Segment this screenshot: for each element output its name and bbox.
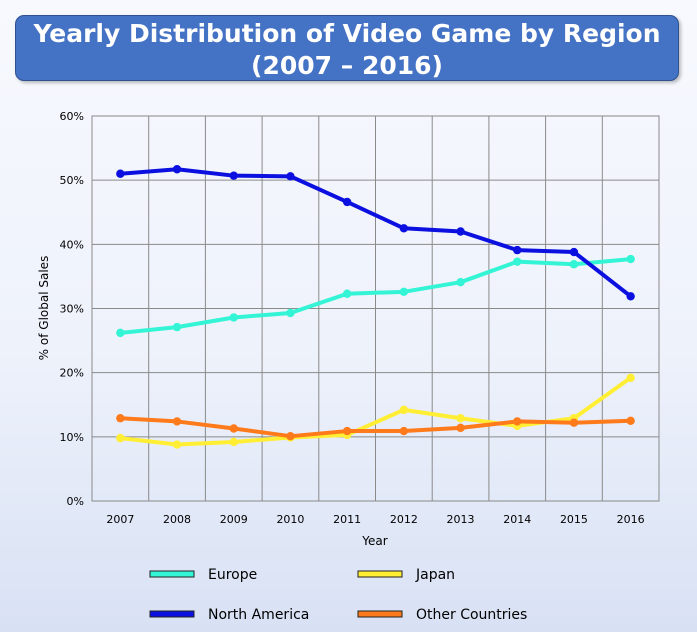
y-tick-label: 60% xyxy=(60,110,84,123)
data-point-other-countries xyxy=(172,417,182,426)
legend-item-north-america: North America xyxy=(149,607,309,623)
data-point-europe xyxy=(286,308,295,318)
data-point-europe xyxy=(116,328,125,338)
data-point-other-countries xyxy=(229,424,238,433)
legend-swatch-europe xyxy=(149,570,195,578)
data-point-north-america xyxy=(229,171,238,180)
data-point-north-america xyxy=(399,224,409,233)
legend-label-other-countries: Other Countries xyxy=(416,607,527,623)
data-point-europe xyxy=(513,257,522,266)
x-tick-label: 2012 xyxy=(390,513,418,526)
legend-swatch-north-america xyxy=(149,610,195,618)
x-axis-title: Year xyxy=(361,534,387,548)
data-point-other-countries xyxy=(569,418,579,427)
legend-item-japan: Japan xyxy=(357,567,455,583)
data-point-europe xyxy=(399,287,409,297)
x-axis-ticks: 2007 2008 2009 2010 2011 2012 2013 2014 2015 2016 xyxy=(106,513,644,526)
x-tick-label: 2007 xyxy=(106,513,134,526)
data-point-north-america xyxy=(513,245,522,255)
data-point-other-countries xyxy=(626,416,635,425)
x-tick-label: 2016 xyxy=(617,513,645,526)
data-point-japan xyxy=(626,373,635,382)
x-tick-label: 2013 xyxy=(447,513,475,526)
y-axis-title: % of Global Sales xyxy=(37,256,51,361)
series-line-north-america xyxy=(118,167,633,299)
x-tick-label: 2015 xyxy=(560,513,588,526)
data-point-north-america xyxy=(342,197,352,207)
legend-label-europe: Europe xyxy=(208,567,257,583)
data-point-north-america xyxy=(569,247,579,257)
data-point-europe xyxy=(172,322,182,332)
data-point-north-america xyxy=(456,227,465,236)
chart-subtitle: (2007 – 2016) xyxy=(251,51,443,80)
y-tick-label: 30% xyxy=(60,303,84,316)
x-tick-label: 2010 xyxy=(276,513,304,526)
legend-swatch-other-countries xyxy=(357,610,403,618)
data-point-other-countries xyxy=(116,414,125,423)
data-point-north-america xyxy=(116,169,125,178)
data-point-north-america xyxy=(172,165,182,174)
x-tick-label: 2008 xyxy=(163,513,191,526)
y-tick-label: 20% xyxy=(60,367,84,380)
y-tick-label: 40% xyxy=(60,238,84,251)
x-tick-label: 2011 xyxy=(333,513,361,526)
series-north-america xyxy=(116,165,635,301)
legend-item-europe: Europe xyxy=(149,567,257,583)
data-point-other-countries xyxy=(513,417,522,426)
legend-swatch-japan xyxy=(357,570,403,578)
x-tick-label: 2009 xyxy=(220,513,248,526)
chart-title: Yearly Distribution of Video Game by Reg… xyxy=(33,19,661,48)
y-tick-label: 0% xyxy=(67,495,84,508)
series-other-countries xyxy=(116,414,635,441)
data-point-other-countries xyxy=(399,426,409,436)
data-point-north-america xyxy=(286,172,295,181)
series-line-europe xyxy=(118,257,633,335)
data-point-japan xyxy=(399,405,409,415)
data-point-europe xyxy=(342,289,352,298)
legend-label-japan: Japan xyxy=(415,567,455,583)
data-point-japan xyxy=(116,433,125,443)
data-point-japan xyxy=(229,437,238,447)
data-point-europe xyxy=(569,260,579,269)
legend-item-other-countries: Other Countries xyxy=(357,607,527,623)
y-axis-ticks: 0% 10% 20% 30% 40% 50% 60% xyxy=(60,110,84,508)
y-tick-label: 10% xyxy=(60,431,84,444)
data-point-europe xyxy=(229,313,238,322)
data-point-japan xyxy=(172,440,182,449)
data-point-other-countries xyxy=(342,426,352,436)
data-point-other-countries xyxy=(456,423,465,433)
chart-title-box: Yearly Distribution of Video Game by Reg… xyxy=(15,15,679,81)
data-point-japan xyxy=(456,414,465,423)
legend-label-north-america: North America xyxy=(208,607,309,623)
series-europe xyxy=(116,254,635,338)
legend: Europe Japan North America Other Countries xyxy=(149,567,527,623)
data-point-other-countries xyxy=(286,431,295,441)
series-line-other-countries xyxy=(118,416,633,439)
y-tick-label: 50% xyxy=(60,174,84,187)
data-point-europe xyxy=(626,254,635,264)
data-series xyxy=(116,165,635,449)
data-point-europe xyxy=(456,277,465,287)
data-point-north-america xyxy=(626,292,635,301)
x-tick-label: 2014 xyxy=(503,513,531,526)
grid-lines xyxy=(91,115,660,502)
